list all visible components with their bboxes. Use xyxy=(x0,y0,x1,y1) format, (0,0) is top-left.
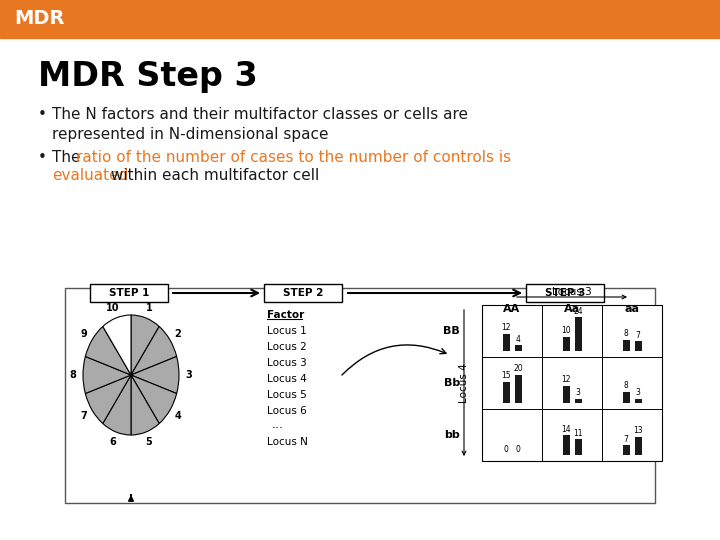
Text: STEP 3: STEP 3 xyxy=(545,288,585,298)
Bar xyxy=(634,436,642,455)
Bar xyxy=(575,440,582,455)
Text: 6: 6 xyxy=(109,436,117,447)
Text: 7: 7 xyxy=(636,330,640,340)
Bar xyxy=(634,399,642,403)
Wedge shape xyxy=(83,356,131,394)
Text: •: • xyxy=(38,150,47,165)
Bar xyxy=(623,445,629,455)
Text: STEP 2: STEP 2 xyxy=(283,288,323,298)
Text: 3: 3 xyxy=(636,388,640,397)
Text: Locus 3: Locus 3 xyxy=(552,287,592,297)
Text: MDR: MDR xyxy=(14,10,65,29)
Text: within each multifactor cell: within each multifactor cell xyxy=(107,168,320,183)
Text: Locus 6: Locus 6 xyxy=(267,406,307,416)
Text: 10: 10 xyxy=(107,303,120,313)
Text: 0: 0 xyxy=(503,444,508,454)
Text: 3: 3 xyxy=(186,370,192,380)
Text: BB: BB xyxy=(444,326,460,336)
Bar xyxy=(623,340,629,351)
Text: The: The xyxy=(52,150,86,165)
Wedge shape xyxy=(131,315,159,375)
Bar xyxy=(65,288,655,503)
Text: Locus 3: Locus 3 xyxy=(267,358,307,368)
Text: 24: 24 xyxy=(573,307,582,315)
Text: 4: 4 xyxy=(516,335,521,344)
Text: Aa: Aa xyxy=(564,304,580,314)
Text: 7: 7 xyxy=(624,435,629,443)
Text: 9: 9 xyxy=(81,329,87,339)
Bar xyxy=(562,337,570,351)
Wedge shape xyxy=(86,375,131,423)
Wedge shape xyxy=(131,327,176,375)
Text: Factor: Factor xyxy=(267,310,305,320)
Text: 8: 8 xyxy=(70,370,76,380)
Text: The N factors and their multifactor classes or cells are
represented in N-dimens: The N factors and their multifactor clas… xyxy=(52,107,468,142)
Bar xyxy=(562,435,570,455)
Bar xyxy=(526,284,604,302)
Bar xyxy=(264,284,342,302)
Wedge shape xyxy=(86,327,131,375)
Bar xyxy=(515,346,521,351)
Text: Locus 4: Locus 4 xyxy=(267,374,307,384)
Text: Bb: Bb xyxy=(444,378,460,388)
Text: 7: 7 xyxy=(81,411,87,421)
Wedge shape xyxy=(131,356,179,394)
Bar xyxy=(503,334,510,351)
Text: AA: AA xyxy=(503,304,521,314)
Text: 12: 12 xyxy=(501,323,510,333)
Text: Locus 4: Locus 4 xyxy=(459,363,469,403)
Text: Locus 5: Locus 5 xyxy=(267,390,307,400)
Bar xyxy=(575,317,582,351)
Bar xyxy=(623,392,629,403)
Text: 14: 14 xyxy=(561,424,571,434)
Text: bb: bb xyxy=(444,430,460,440)
Bar xyxy=(0,0,720,38)
Text: 12: 12 xyxy=(562,375,571,384)
Bar xyxy=(634,341,642,351)
Text: 11: 11 xyxy=(573,429,582,438)
Wedge shape xyxy=(131,375,159,435)
Text: Locus 1: Locus 1 xyxy=(267,326,307,336)
Text: 2: 2 xyxy=(174,329,181,339)
Text: Locus N: Locus N xyxy=(267,437,308,447)
Text: 1: 1 xyxy=(145,303,153,313)
Bar xyxy=(90,284,168,302)
Text: 15: 15 xyxy=(501,372,510,380)
Text: STEP 1: STEP 1 xyxy=(109,288,149,298)
Wedge shape xyxy=(103,375,131,435)
Text: Locus 2: Locus 2 xyxy=(267,342,307,352)
Text: •: • xyxy=(38,107,47,122)
Text: 20: 20 xyxy=(513,364,523,373)
Text: ...: ... xyxy=(272,418,284,431)
Wedge shape xyxy=(131,375,176,423)
Text: 8: 8 xyxy=(624,381,629,390)
Text: evaluated: evaluated xyxy=(52,168,128,183)
Bar xyxy=(575,399,582,403)
Text: 4: 4 xyxy=(174,411,181,421)
Bar xyxy=(515,375,521,403)
Bar xyxy=(503,382,510,403)
Text: aa: aa xyxy=(624,304,639,314)
Text: ratio of the number of cases to the number of controls is: ratio of the number of cases to the numb… xyxy=(76,150,511,165)
Bar xyxy=(562,386,570,403)
Wedge shape xyxy=(103,315,131,375)
Text: 10: 10 xyxy=(561,326,571,335)
Text: 3: 3 xyxy=(575,388,580,397)
Text: MDR Step 3: MDR Step 3 xyxy=(38,60,258,93)
Bar xyxy=(482,305,662,461)
Text: 13: 13 xyxy=(633,426,643,435)
Text: 8: 8 xyxy=(624,329,629,338)
Text: 0: 0 xyxy=(516,444,521,454)
Text: 5: 5 xyxy=(145,436,153,447)
